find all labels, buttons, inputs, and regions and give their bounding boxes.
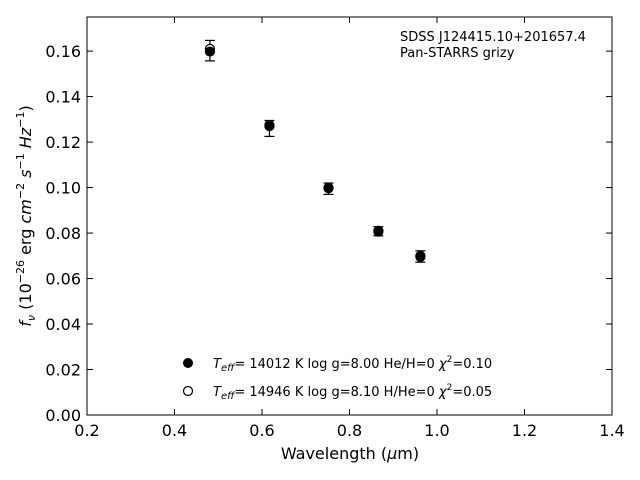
y-tick-label: 0.10 — [45, 179, 81, 198]
y-tick-label: 0.00 — [45, 406, 81, 425]
y-tick-label: 0.06 — [45, 270, 81, 289]
x-tick-label: 0.4 — [162, 421, 187, 440]
y-tick-label: 0.08 — [45, 224, 81, 243]
legend-label-open: Teff= 14946 K log g=8.10 H/He=0 χ2=0.05 — [213, 383, 492, 402]
y-tick-label: 0.12 — [45, 133, 81, 152]
marks-group — [204, 39, 426, 263]
plot-frame — [86, 16, 613, 416]
model-point-filled — [204, 46, 216, 57]
x-tick-label: 1.0 — [424, 421, 449, 440]
y-tick-label: 0.16 — [45, 42, 81, 61]
model-point-filled — [264, 121, 275, 132]
legend-marker-filled — [183, 358, 193, 368]
legend-marker-open — [182, 385, 194, 397]
y-tick-label: 0.04 — [45, 315, 81, 334]
x-axis-title: Wavelength (μm) — [281, 444, 419, 463]
model-point-filled — [415, 251, 426, 263]
legend-label-filled: Teff= 14012 K log g=8.00 He/H=0 χ2=0.10 — [213, 355, 492, 374]
y-axis-title: fν (10−26 erg cm−2 s−1 Hz−1) — [14, 105, 38, 326]
x-tick-label: 1.2 — [512, 421, 537, 440]
y-tick-label: 0.02 — [45, 361, 81, 380]
x-tick-label: 0.2 — [74, 421, 99, 440]
annotation-line-1: SDSS J124415.10+201657.4 — [400, 30, 586, 45]
y-tick-label: 0.14 — [45, 88, 81, 107]
x-tick-label: 0.6 — [249, 421, 274, 440]
x-tick-label: 0.8 — [337, 421, 362, 440]
legend: Teff= 14012 K log g=8.00 He/H=0 χ2=0.10 … — [182, 355, 492, 402]
model-point-filled — [373, 226, 384, 237]
model-point-filled — [323, 183, 334, 194]
annotation-line-2: Pan-STARRS grizy — [400, 46, 515, 61]
x-tick-label: 1.4 — [599, 421, 624, 440]
tick-group: 0.2 0.4 0.6 0.8 1.0 1.2 1.4 0.00 0.02 0.04 0.06 0.0… — [45, 17, 625, 440]
